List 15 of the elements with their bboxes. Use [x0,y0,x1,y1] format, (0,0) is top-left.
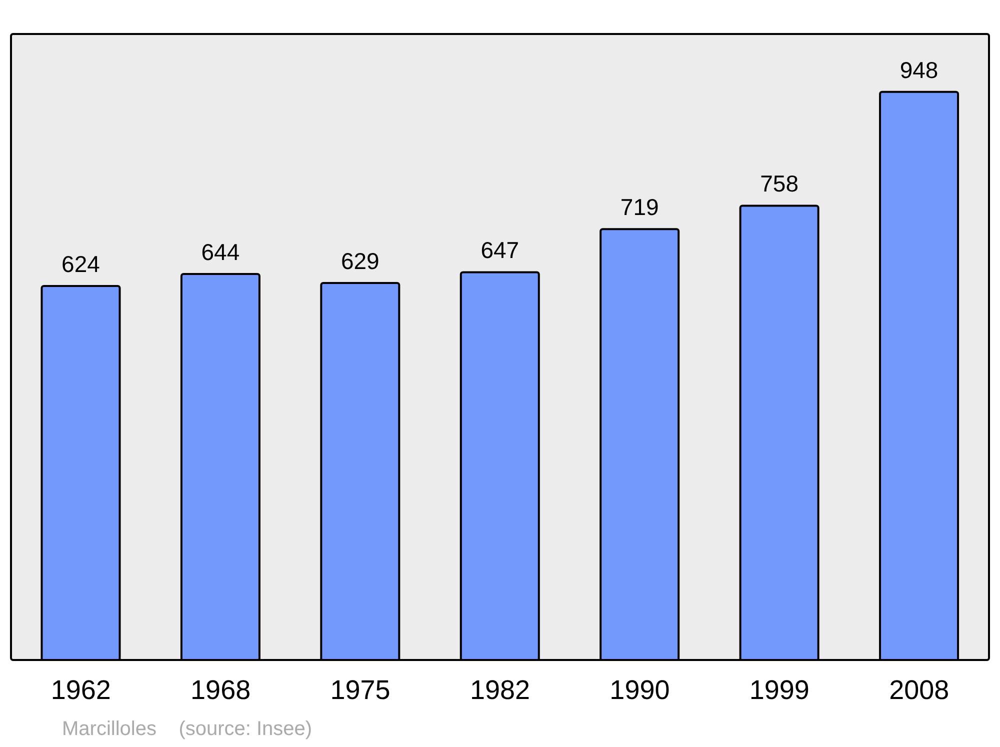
data-label: 644 [201,239,240,266]
x-tick-label: 1990 [610,675,670,706]
x-tick-label: 1968 [190,675,251,706]
data-label: 758 [760,170,798,197]
data-label: 647 [480,237,520,264]
text: Marcilloles (source: Insee) [62,718,312,741]
data-label: 719 [620,194,659,220]
data-label: 624 [62,251,100,278]
x-tick-label: 2008 [889,675,950,706]
x-tick-label: 1962 [50,675,111,706]
x-tick-label: 1975 [330,675,390,706]
x-tick-label: 1999 [749,675,810,706]
data-label: 948 [900,56,938,83]
x-tick-label: 1982 [470,675,530,706]
data-label: 629 [340,248,380,274]
